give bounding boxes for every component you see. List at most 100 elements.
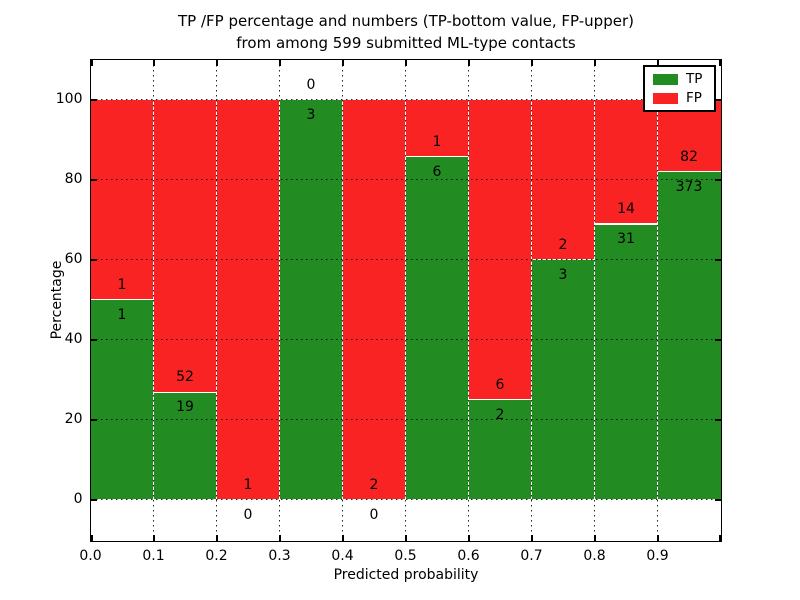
x-tick-mark xyxy=(215,59,218,66)
x-tick-mark xyxy=(341,59,344,66)
bar-fp-count-label: 1 xyxy=(117,276,127,293)
y-tick-label: 40 xyxy=(64,330,83,347)
bar-tp-count-label: 2 xyxy=(495,406,505,423)
gridline-horizontal xyxy=(90,499,721,500)
y-tick-mark xyxy=(90,338,97,341)
x-tick-mark xyxy=(656,534,659,541)
bar-fp-count-label: 1 xyxy=(243,476,253,493)
y-tick-mark xyxy=(90,258,97,261)
y-tick-mark xyxy=(714,418,721,421)
bar-fp-count-label: 82 xyxy=(680,148,698,165)
bar-fp-segment xyxy=(594,99,658,224)
gridline-horizontal xyxy=(90,259,721,260)
y-tick-label: 20 xyxy=(64,410,83,427)
bar-tp-count-label: 6 xyxy=(432,163,442,180)
y-tick-mark xyxy=(90,498,97,501)
legend-swatch-fp xyxy=(653,93,678,104)
bar-fp-segment xyxy=(468,99,532,400)
bar-tp-count-label: 31 xyxy=(617,230,635,247)
legend-label-fp: FP xyxy=(686,90,702,106)
gridline-vertical xyxy=(657,59,658,541)
chart-title-line1: TP /FP percentage and numbers (TP-bottom… xyxy=(178,12,634,30)
x-tick-label: 0.8 xyxy=(583,547,606,564)
bar-fp-segment xyxy=(342,99,406,500)
x-tick-mark xyxy=(90,534,93,541)
y-tick-mark xyxy=(714,178,721,181)
bar-fp-segment xyxy=(405,99,469,157)
y-tick-mark xyxy=(90,418,97,421)
gridline-vertical xyxy=(468,59,469,541)
gridline-vertical xyxy=(279,59,280,541)
x-tick-label: 0.4 xyxy=(331,547,354,564)
x-tick-mark xyxy=(404,59,407,66)
y-tick-label: 80 xyxy=(64,170,83,187)
bar-fp-segment xyxy=(153,99,217,393)
bar-tp-count-label: 1 xyxy=(117,306,127,323)
x-tick-mark xyxy=(467,59,470,66)
bar-tp-count-label: 0 xyxy=(369,506,379,523)
x-tick-label: 0.9 xyxy=(646,547,669,564)
y-tick-mark xyxy=(714,98,721,101)
gridline-horizontal xyxy=(90,419,721,420)
y-tick-label: 60 xyxy=(64,250,83,267)
bar-fp-segment xyxy=(216,99,280,500)
bar-tp-count-label: 3 xyxy=(306,106,316,123)
bar-tp-count-label: 3 xyxy=(558,266,568,283)
x-tick-mark xyxy=(90,59,93,66)
x-tick-mark xyxy=(593,59,596,66)
x-tick-label: 0.2 xyxy=(205,547,228,564)
legend-entry-tp: TP xyxy=(653,70,714,89)
x-tick-label: 0.6 xyxy=(457,547,480,564)
x-tick-label: 0.5 xyxy=(394,547,417,564)
chart-title-line2: from among 599 submitted ML-type contact… xyxy=(236,34,576,52)
x-tick-mark xyxy=(152,534,155,541)
bar-edge-boundary xyxy=(657,170,721,173)
bar-tp-segment xyxy=(90,299,154,500)
bar-fp-count-label: 14 xyxy=(617,200,635,217)
plot-area: 0.0 0.1 0.2 0.3 0.4 0.5 0.6 0.7 0.8 0.9 0 20 40 60 80 1… xyxy=(56,58,722,564)
y-tick-mark xyxy=(714,498,721,501)
bar-fp-count-label: 0 xyxy=(306,76,316,93)
bar-fp-count-label: 1 xyxy=(432,133,442,150)
bar-fp-count-label: 2 xyxy=(558,236,568,253)
y-axis-label: Percentage xyxy=(49,260,65,340)
legend: TP FP xyxy=(643,65,716,112)
gridline-vertical xyxy=(342,59,343,541)
bar-tp-segment xyxy=(153,392,217,500)
gridline-vertical xyxy=(531,59,532,541)
bar-edge-boundary xyxy=(468,398,532,401)
gridline-vertical xyxy=(594,59,595,541)
x-tick-label: 0.3 xyxy=(268,547,291,564)
x-tick-mark xyxy=(278,534,281,541)
x-tick-mark xyxy=(467,534,470,541)
x-tick-mark xyxy=(530,59,533,66)
x-tick-mark xyxy=(404,534,407,541)
x-tick-label: 0.1 xyxy=(142,547,165,564)
gridline-vertical xyxy=(153,59,154,541)
gridline-horizontal xyxy=(90,339,721,340)
x-tick-mark xyxy=(341,534,344,541)
y-tick-mark xyxy=(90,98,97,101)
bar-tp-segment xyxy=(594,223,658,500)
x-tick-mark xyxy=(718,59,721,66)
bar-fp-count-label: 6 xyxy=(495,376,505,393)
bar-tp-segment xyxy=(468,399,532,500)
x-tick-mark xyxy=(718,534,721,541)
x-tick-mark xyxy=(278,59,281,66)
bar-fp-segment xyxy=(90,99,154,300)
gridline-vertical xyxy=(405,59,406,541)
bar-tp-segment xyxy=(657,171,721,500)
bar-edge-boundary xyxy=(594,223,658,225)
bar-tp-segment xyxy=(279,99,343,500)
legend-swatch-tp xyxy=(653,74,678,85)
chart-title: TP /FP percentage and numbers (TP-bottom… xyxy=(91,10,721,54)
x-tick-label: 0.0 xyxy=(79,547,102,564)
bar-tp-count-label: 0 xyxy=(243,506,253,523)
bar-tp-count-label: 373 xyxy=(675,178,703,195)
gridline-horizontal xyxy=(90,179,721,180)
y-tick-mark xyxy=(714,258,721,261)
x-axis-label: Predicted probability xyxy=(333,567,479,583)
legend-entry-fp: FP xyxy=(653,89,714,108)
y-tick-label: 0 xyxy=(73,490,83,507)
